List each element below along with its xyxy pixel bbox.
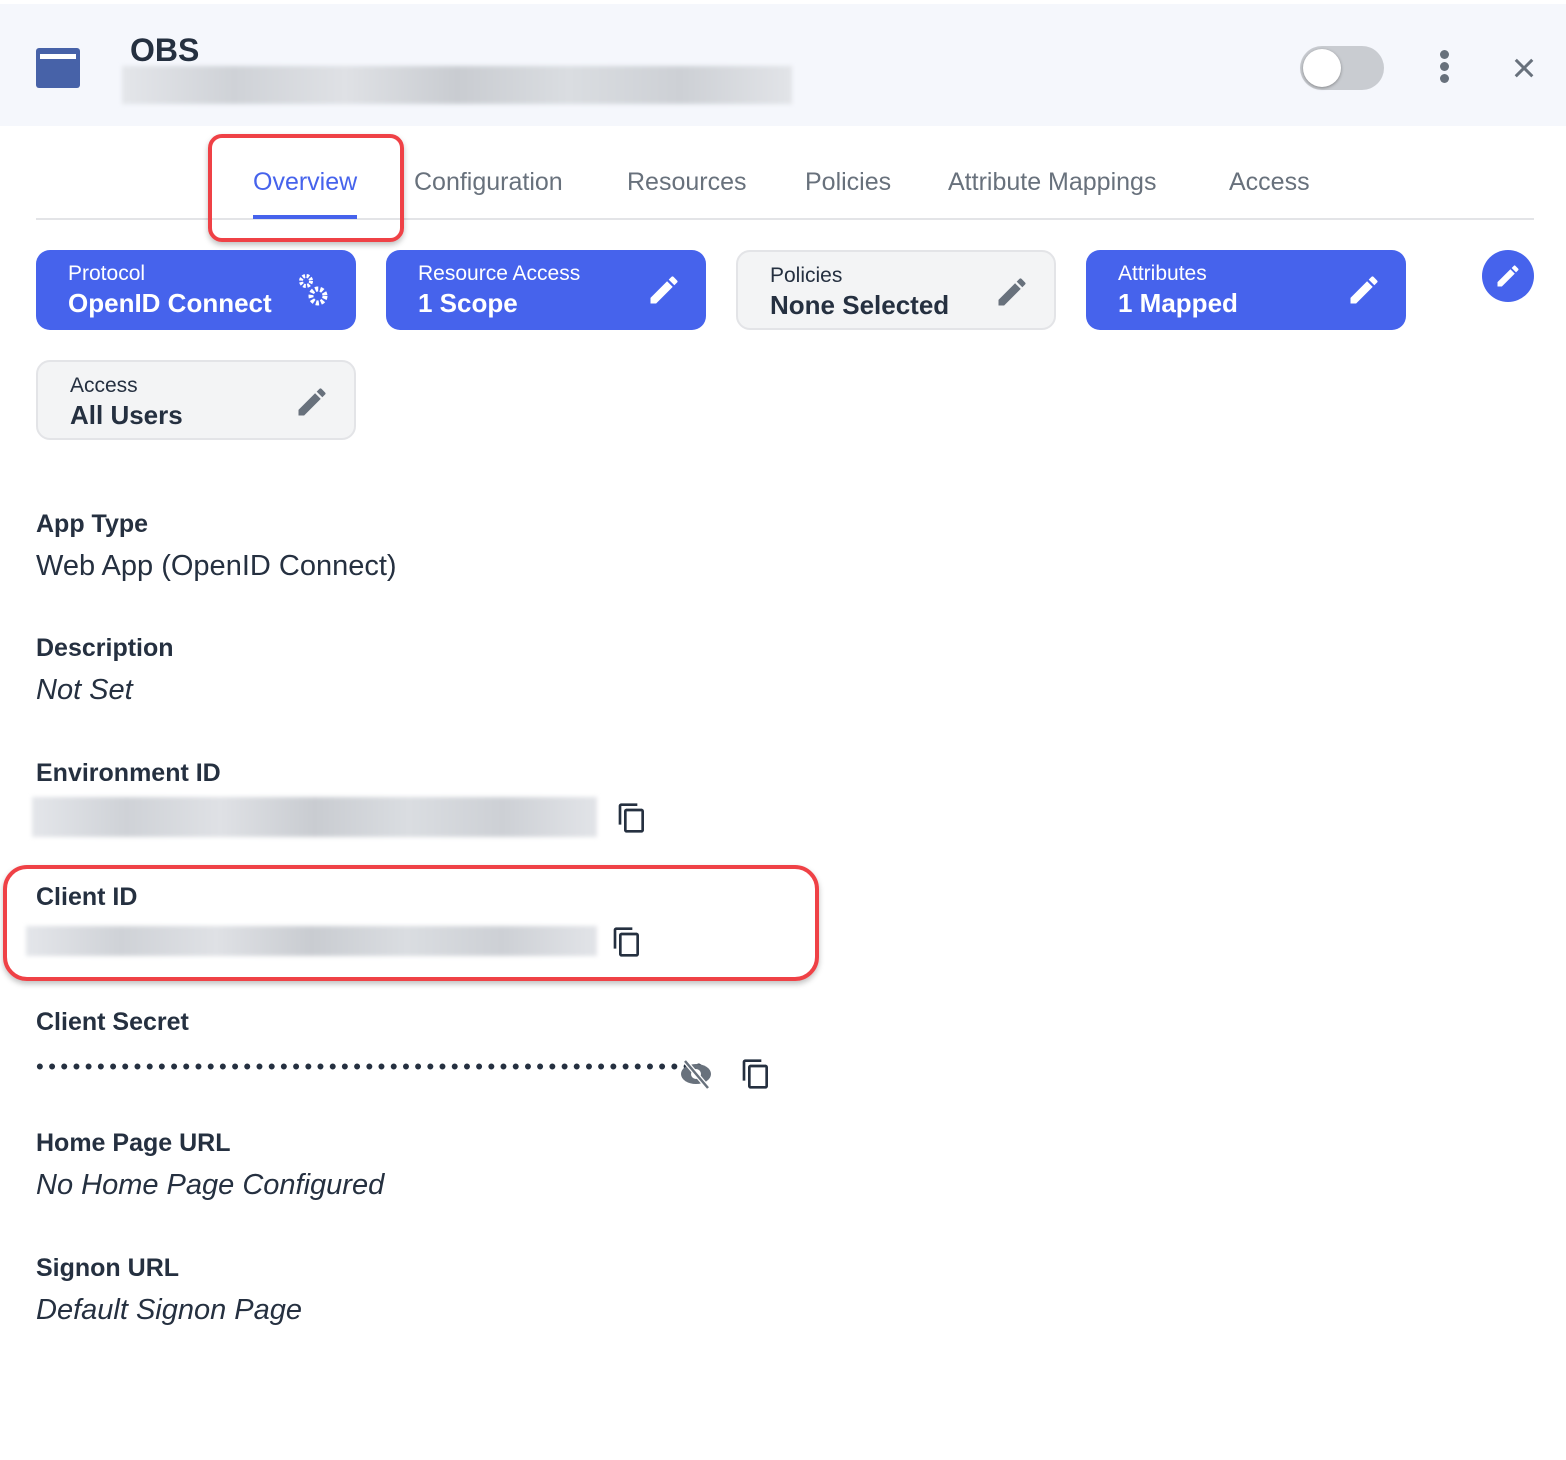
copy-icon[interactable] (616, 800, 648, 836)
card-value: All Users (70, 400, 183, 430)
card-label: Resource Access (418, 262, 581, 285)
app-title: OBS (130, 32, 200, 68)
home-page-url-value: No Home Page Configured (36, 1169, 385, 1201)
pencil-icon (294, 384, 330, 420)
highlight-client-id (3, 865, 819, 981)
tab-attribute-mappings[interactable]: Attribute Mappings (948, 168, 1157, 196)
kebab-icon[interactable] (1434, 50, 1454, 86)
toggle-knob (1303, 49, 1341, 87)
highlight-overview-tab (208, 134, 404, 242)
card-value: None Selected (770, 290, 950, 320)
copy-icon[interactable] (740, 1056, 772, 1092)
home-page-url-label: Home Page URL (36, 1129, 231, 1157)
client-id-label: Client ID (36, 883, 138, 911)
app-type-value: Web App (OpenID Connect) (36, 550, 397, 582)
app-window-icon (36, 48, 80, 88)
tab-bar: Overview Configuration Resources Policie… (36, 150, 1534, 220)
client-secret-masked: ••••••••••••••••••••••••••••••••••••••••… (36, 1054, 708, 1079)
description-value: Not Set (36, 674, 133, 706)
access-card[interactable]: Access All Users (36, 360, 356, 440)
app-type-label: App Type (36, 510, 149, 538)
environment-id-redacted (32, 797, 597, 837)
card-value: 1 Scope (418, 288, 518, 318)
protocol-card[interactable]: Protocol OpenID Connect (36, 250, 356, 330)
card-label: Attributes (1118, 262, 1207, 285)
edit-button[interactable] (1482, 250, 1534, 302)
tab-resources[interactable]: Resources (627, 168, 747, 196)
close-icon[interactable]: × (1511, 44, 1537, 91)
app-subtitle-redacted (122, 66, 792, 104)
attributes-card[interactable]: Attributes 1 Mapped (1086, 250, 1406, 330)
tab-overview[interactable]: Overview (253, 168, 358, 219)
signon-url-label: Signon URL (36, 1254, 180, 1282)
tab-access[interactable]: Access (1229, 168, 1310, 196)
environment-id-label: Environment ID (36, 759, 221, 787)
tab-policies[interactable]: Policies (805, 168, 892, 196)
app-header: OBS × (0, 4, 1566, 126)
card-value: OpenID Connect (68, 288, 272, 318)
card-value: 1 Mapped (1118, 288, 1238, 318)
client-id-redacted (26, 926, 597, 956)
pencil-icon (1494, 262, 1522, 290)
card-label: Access (70, 374, 138, 397)
enable-toggle[interactable] (1300, 46, 1384, 90)
pencil-icon (1346, 272, 1382, 308)
policies-card[interactable]: Policies None Selected (736, 250, 1056, 330)
description-label: Description (36, 634, 174, 662)
pencil-icon (994, 274, 1030, 310)
signon-url-value: Default Signon Page (36, 1294, 303, 1326)
pencil-icon (646, 272, 682, 308)
card-label: Protocol (68, 262, 146, 285)
card-label: Policies (770, 264, 843, 287)
eye-off-icon[interactable] (680, 1056, 712, 1092)
client-secret-label: Client Secret (36, 1008, 189, 1036)
gears-icon (299, 274, 328, 306)
resource-access-card[interactable]: Resource Access 1 Scope (386, 250, 706, 330)
tab-configuration[interactable]: Configuration (414, 168, 563, 196)
